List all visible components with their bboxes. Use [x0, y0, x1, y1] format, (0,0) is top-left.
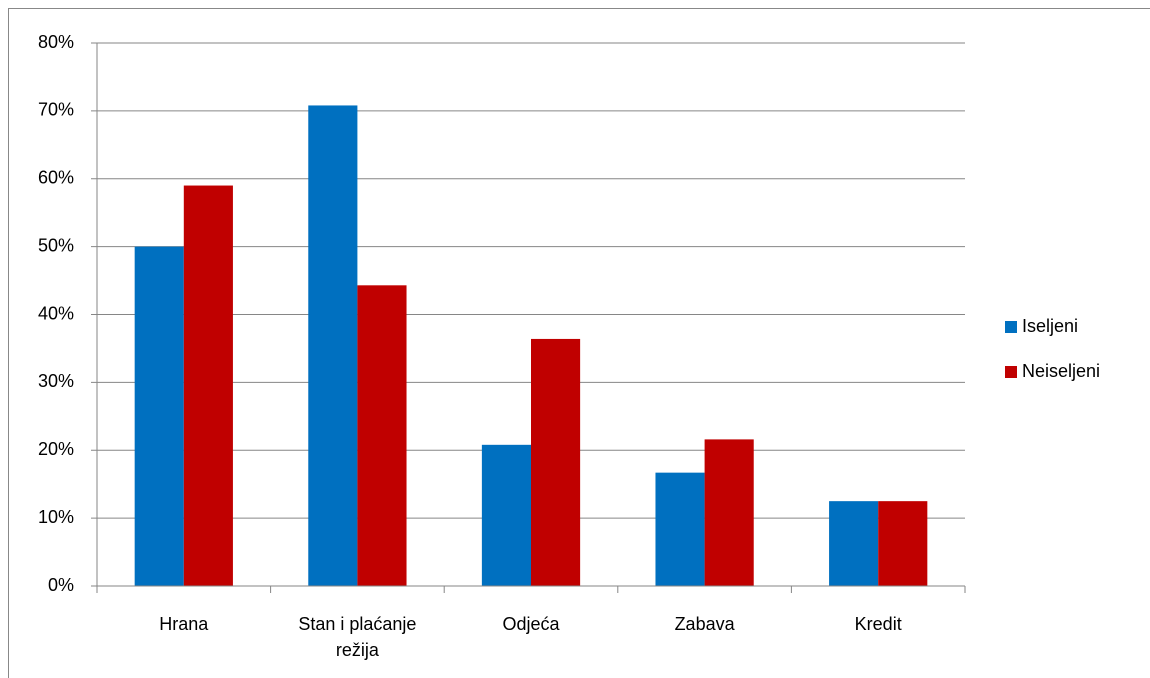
x-tick-label: Stan i plaćanje režija	[298, 614, 417, 660]
y-tick-label: 50%	[38, 235, 74, 255]
x-tick-label: Zabava	[674, 614, 735, 634]
bar	[357, 285, 407, 586]
y-tick-label: 70%	[38, 100, 74, 120]
chart-frame	[8, 8, 1150, 678]
x-tick-label: Kredit	[854, 614, 902, 634]
bar	[531, 338, 581, 586]
legend-label: Iseljeni	[1022, 316, 1078, 336]
x-tick-label: Hrana	[159, 614, 209, 634]
legend-label: Neiseljeni	[1022, 361, 1100, 381]
legend-swatch	[1005, 321, 1017, 333]
y-tick-label: 60%	[38, 168, 74, 188]
y-tick-label: 40%	[38, 303, 74, 323]
bar	[481, 444, 531, 586]
bar	[183, 185, 233, 586]
y-tick-label: 0%	[48, 575, 74, 595]
bar	[134, 246, 184, 586]
bar	[829, 501, 879, 586]
bar	[878, 501, 928, 586]
y-tick-label: 30%	[38, 371, 74, 391]
bar	[308, 105, 358, 586]
x-tick-label: Odjeća	[502, 614, 560, 634]
bar	[655, 472, 705, 586]
y-tick-label: 80%	[38, 32, 74, 52]
y-tick-label: 20%	[38, 439, 74, 459]
legend-swatch	[1005, 366, 1017, 378]
bar	[704, 439, 754, 586]
y-tick-label: 10%	[38, 507, 74, 527]
